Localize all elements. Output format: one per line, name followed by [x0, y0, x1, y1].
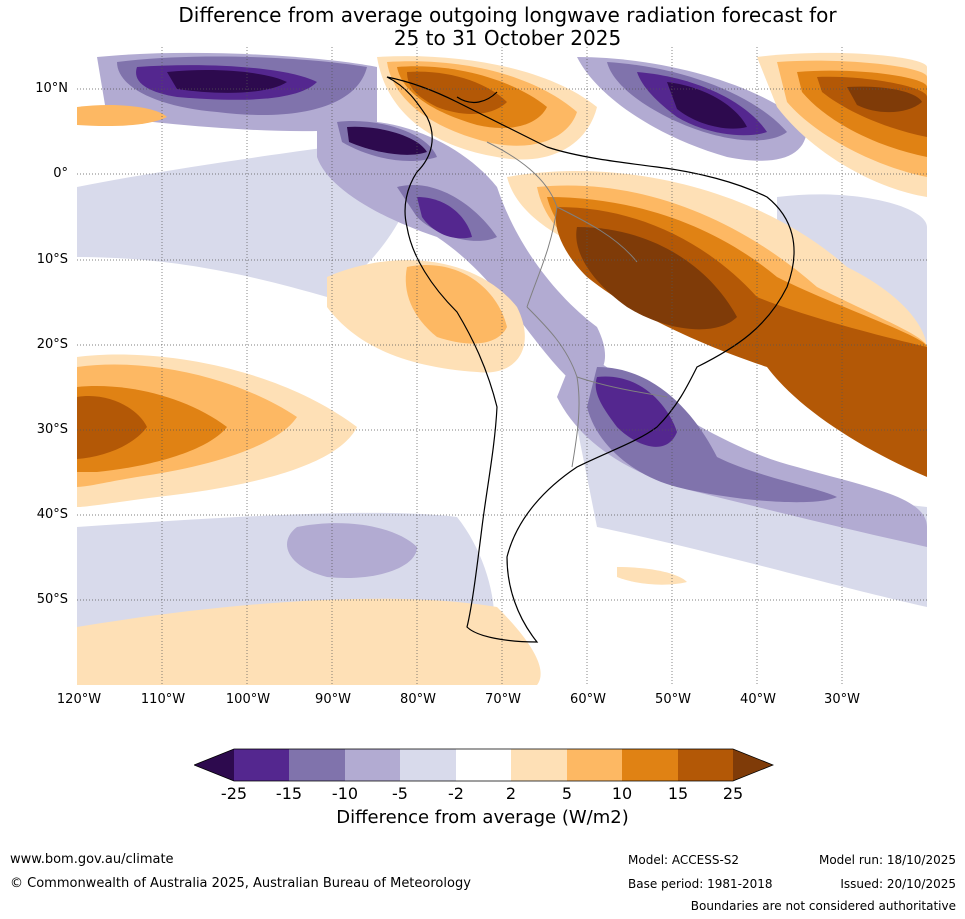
legend-swatch-3	[345, 749, 400, 781]
graticule	[77, 47, 927, 685]
lon-label-90w: 90°W	[315, 692, 351, 707]
model-run: Model run: 18/10/2025	[818, 853, 956, 867]
legend-tick-3: -10	[331, 784, 359, 803]
legend-swatch-below	[194, 749, 234, 781]
legend-tick-8: 10	[611, 784, 633, 803]
title-line-2: 25 to 31 October 2025	[393, 26, 622, 50]
region-darkest-brown-1	[576, 227, 737, 330]
lon-label-50w: 50°W	[655, 692, 691, 707]
region-light-orange-7	[617, 567, 687, 585]
border-4	[576, 376, 668, 398]
legend-swatch-above	[733, 749, 773, 781]
model-info: Model: ACCESS-S2	[628, 853, 740, 867]
lon-label-80w: 80°W	[400, 692, 436, 707]
region-medium-purple-1	[317, 120, 606, 380]
lon-label-30w: 30°W	[824, 692, 860, 707]
central-america-coast	[456, 91, 498, 104]
legend-tick-4: -5	[392, 784, 408, 803]
lon-label-60w: 60°W	[570, 692, 606, 707]
lat-label-40s: 40°S	[36, 507, 68, 522]
region-light-orange-2	[77, 598, 541, 685]
lat-label-30s: 30°S	[36, 422, 68, 437]
region-brown-2	[77, 396, 147, 459]
color-legend	[192, 748, 775, 786]
map-svg	[77, 47, 927, 685]
border-2	[556, 206, 638, 263]
legend-swatch-9	[678, 749, 733, 781]
website-link[interactable]: www.bom.gov.au/climate	[10, 852, 174, 867]
country-outlines	[386, 76, 795, 643]
internal-borders	[486, 141, 668, 468]
chart-title: Difference from average outgoing longwav…	[0, 4, 965, 50]
region-brown-3	[407, 71, 507, 114]
base-period: Base period: 1981-2018	[628, 877, 773, 891]
lat-label-0: 0°	[53, 166, 68, 181]
legend-title: Difference from average (W/m2)	[336, 807, 629, 828]
region-darkest-purple-3	[667, 82, 747, 129]
title-line-1: Difference from average outgoing longwav…	[178, 3, 837, 27]
issued-date: Issued: 20/10/2025	[840, 877, 956, 891]
lon-label-70w: 70°W	[485, 692, 521, 707]
region-darkest-purple-1	[347, 126, 427, 155]
legend-tick-9: 15	[667, 784, 689, 803]
legend-outline	[192, 748, 775, 782]
lon-label-120w: 120°W	[56, 692, 102, 707]
region-orange-2	[405, 265, 507, 344]
legend-swatch-6	[511, 749, 567, 781]
region-darkest-brown-2	[847, 86, 922, 113]
lon-label-40w: 40°W	[740, 692, 776, 707]
legend-tick-2: -15	[275, 784, 303, 803]
legend-tick-10: 25	[722, 784, 744, 803]
anomaly-map	[77, 47, 927, 685]
lon-label-110w: 110°W	[140, 692, 186, 707]
south-america-coast	[386, 76, 795, 643]
legend-swatch-5	[456, 749, 511, 781]
legend-colorbar	[192, 748, 775, 782]
legend-swatch-4	[400, 749, 456, 781]
lon-label-100w: 100°W	[225, 692, 271, 707]
legend-swatch-2	[289, 749, 345, 781]
lat-label-10n: 10°N	[35, 81, 68, 96]
boundaries-disclaimer: Boundaries are not considered authoritat…	[690, 899, 956, 913]
positive-anomaly-regions	[77, 52, 927, 685]
legend-swatch-7	[567, 749, 622, 781]
lat-label-50s: 50°S	[36, 592, 68, 607]
region-deep-purple-4	[417, 197, 472, 239]
legend-swatch-8	[622, 749, 678, 781]
region-deep-purple-1	[595, 376, 677, 447]
legend-swatch-1	[234, 749, 289, 781]
legend-tick-1: -25	[220, 784, 248, 803]
copyright: © Commonwealth of Australia 2025, Austra…	[10, 876, 471, 891]
lat-label-10s: 10°S	[36, 252, 68, 267]
region-orange-6	[77, 105, 167, 127]
lat-label-20s: 20°S	[36, 337, 68, 352]
region-darkest-purple-2	[167, 70, 287, 93]
region-medium-purple-3	[287, 523, 417, 578]
legend-tick-7: 5	[561, 784, 573, 803]
legend-tick-6: 2	[505, 784, 517, 803]
legend-tick-5: -2	[448, 784, 464, 803]
